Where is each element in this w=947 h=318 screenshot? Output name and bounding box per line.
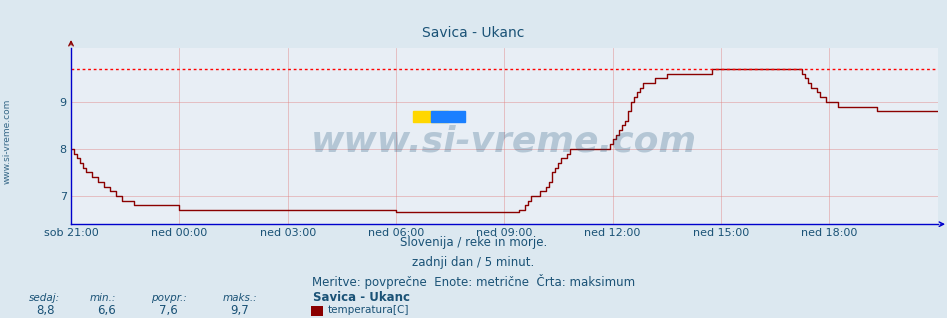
- Text: Savica - Ukanc: Savica - Ukanc: [422, 26, 525, 40]
- Text: maks.:: maks.:: [223, 294, 258, 303]
- Text: zadnji dan / 5 minut.: zadnji dan / 5 minut.: [412, 256, 535, 269]
- Text: 9,7: 9,7: [230, 304, 249, 317]
- Text: 7,6: 7,6: [159, 304, 178, 317]
- Text: Meritve: povprečne  Enote: metrične  Črta: maksimum: Meritve: povprečne Enote: metrične Črta:…: [312, 274, 635, 289]
- Text: 6,6: 6,6: [98, 304, 116, 317]
- Bar: [431, 111, 465, 122]
- Text: temperatura[C]: temperatura[C]: [328, 305, 409, 315]
- Bar: [413, 111, 448, 122]
- Text: www.si-vreme.com: www.si-vreme.com: [3, 99, 12, 184]
- Text: Savica - Ukanc: Savica - Ukanc: [313, 291, 409, 303]
- Text: min.:: min.:: [90, 294, 116, 303]
- Text: sedaj:: sedaj:: [28, 294, 60, 303]
- Text: 8,8: 8,8: [36, 304, 55, 317]
- Text: povpr.:: povpr.:: [152, 294, 188, 303]
- Text: Slovenija / reke in morje.: Slovenija / reke in morje.: [400, 237, 547, 249]
- Text: www.si-vreme.com: www.si-vreme.com: [312, 124, 697, 158]
